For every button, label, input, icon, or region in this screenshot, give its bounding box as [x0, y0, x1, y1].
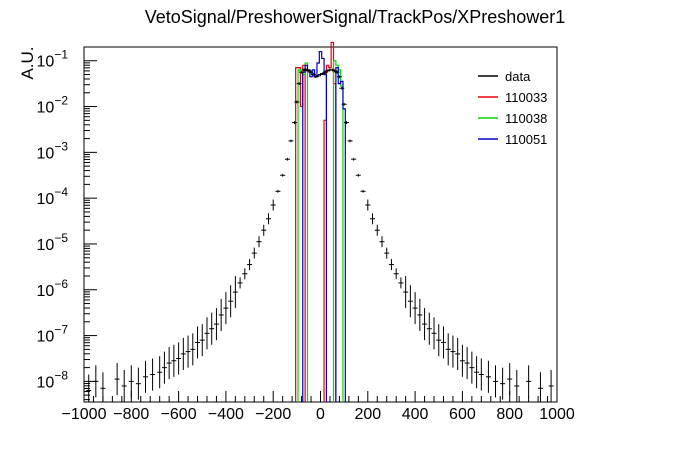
y-axis: 10−8 10−7 10−6 10−5 10−4 10−3 10−2 10−1: [37, 48, 97, 401]
legend-label: 110033: [505, 90, 547, 105]
legend-label: 110051: [505, 132, 547, 147]
y-tick-label: 10−8: [37, 368, 69, 391]
y-tick-label: 10−6: [37, 277, 69, 300]
y-axis-label: A.U.: [18, 46, 37, 79]
hist-110051: [302, 50, 346, 402]
plot-marks: [86, 41, 554, 402]
x-tick-label: 0: [316, 406, 325, 423]
x-tick-label: −400: [208, 406, 244, 423]
x-tick-label: 400: [402, 406, 429, 423]
legend-label: data: [505, 69, 531, 84]
y-tick-label: 10−1: [37, 48, 69, 71]
legend-label: 110038: [505, 111, 547, 126]
plot-frame: [83, 46, 558, 403]
y-tick-label: 10−5: [37, 231, 69, 254]
x-tick-label: −800: [113, 406, 149, 423]
x-axis: −1000 −800 −600 −400 −200 0 200 400 600 800 1000: [62, 391, 575, 423]
x-tick-label: 200: [354, 406, 381, 423]
chart-title: VetoSignal/PreshowerSignal/TrackPos/XPre…: [145, 7, 566, 27]
x-tick-label: 1000: [539, 406, 575, 423]
y-tick-label: 10−3: [37, 139, 69, 162]
legend: data 110033 110038 110051: [478, 69, 547, 147]
x-tick-label: −200: [255, 406, 291, 423]
y-tick-label: 10−7: [37, 323, 69, 346]
y-tick-label: 10−4: [37, 185, 69, 208]
x-tick-label: −1000: [62, 406, 107, 423]
hist-110033: [295, 41, 337, 402]
x-tick-label: 600: [449, 406, 476, 423]
x-tick-label: −600: [161, 406, 197, 423]
y-tick-label: 10−2: [37, 94, 69, 117]
x-tick-label: 800: [496, 406, 523, 423]
